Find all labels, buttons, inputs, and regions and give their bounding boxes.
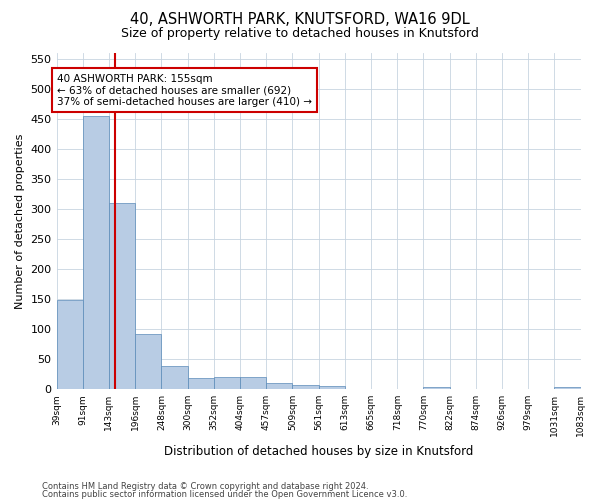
Bar <box>136 334 161 389</box>
Text: 40, ASHWORTH PARK, KNUTSFORD, WA16 9DL: 40, ASHWORTH PARK, KNUTSFORD, WA16 9DL <box>130 12 470 28</box>
Bar <box>319 386 344 389</box>
Text: Size of property relative to detached houses in Knutsford: Size of property relative to detached ho… <box>121 28 479 40</box>
Text: Contains public sector information licensed under the Open Government Licence v3: Contains public sector information licen… <box>42 490 407 499</box>
Bar <box>188 378 214 389</box>
Bar <box>109 203 135 389</box>
Bar <box>292 385 319 389</box>
Bar <box>83 116 109 389</box>
Bar <box>344 388 371 389</box>
X-axis label: Distribution of detached houses by size in Knutsford: Distribution of detached houses by size … <box>164 444 473 458</box>
Bar <box>240 376 266 389</box>
Bar <box>56 300 83 389</box>
Bar <box>214 377 240 389</box>
Bar <box>266 383 292 389</box>
Text: Contains HM Land Registry data © Crown copyright and database right 2024.: Contains HM Land Registry data © Crown c… <box>42 482 368 491</box>
Bar <box>424 387 449 389</box>
Text: 40 ASHWORTH PARK: 155sqm
← 63% of detached houses are smaller (692)
37% of semi-: 40 ASHWORTH PARK: 155sqm ← 63% of detach… <box>57 74 312 106</box>
Y-axis label: Number of detached properties: Number of detached properties <box>15 133 25 308</box>
Bar <box>554 387 581 389</box>
Bar <box>161 366 188 389</box>
